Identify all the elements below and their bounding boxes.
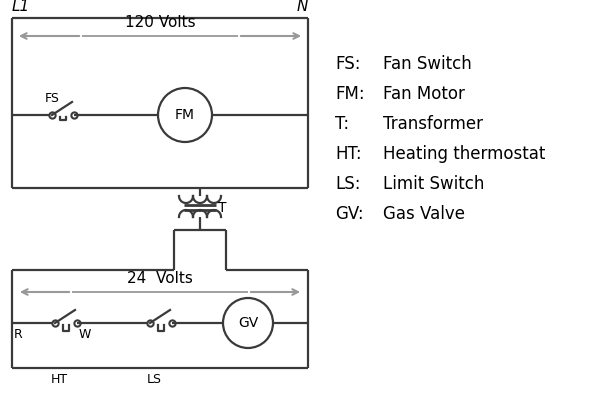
Text: HT:: HT: bbox=[335, 145, 362, 163]
Text: Limit Switch: Limit Switch bbox=[383, 175, 484, 193]
Text: GV:: GV: bbox=[335, 205, 363, 223]
Text: FS: FS bbox=[45, 92, 60, 105]
Text: FM:: FM: bbox=[335, 85, 365, 103]
Text: Fan Motor: Fan Motor bbox=[383, 85, 465, 103]
Text: GV: GV bbox=[238, 316, 258, 330]
Text: FM: FM bbox=[175, 108, 195, 122]
Text: HT: HT bbox=[50, 373, 68, 386]
Text: FS:: FS: bbox=[335, 55, 360, 73]
Text: W: W bbox=[79, 328, 91, 341]
Text: Gas Valve: Gas Valve bbox=[383, 205, 465, 223]
Text: 24  Volts: 24 Volts bbox=[127, 271, 193, 286]
Text: T:: T: bbox=[335, 115, 349, 133]
Text: N: N bbox=[297, 0, 308, 14]
Text: T: T bbox=[218, 201, 227, 215]
Text: LS: LS bbox=[146, 373, 162, 386]
Text: Fan Switch: Fan Switch bbox=[383, 55, 472, 73]
Text: Transformer: Transformer bbox=[383, 115, 483, 133]
Text: R: R bbox=[14, 328, 23, 341]
Text: Heating thermostat: Heating thermostat bbox=[383, 145, 545, 163]
Text: L1: L1 bbox=[12, 0, 30, 14]
Text: 120 Volts: 120 Volts bbox=[124, 15, 195, 30]
Text: LS:: LS: bbox=[335, 175, 360, 193]
